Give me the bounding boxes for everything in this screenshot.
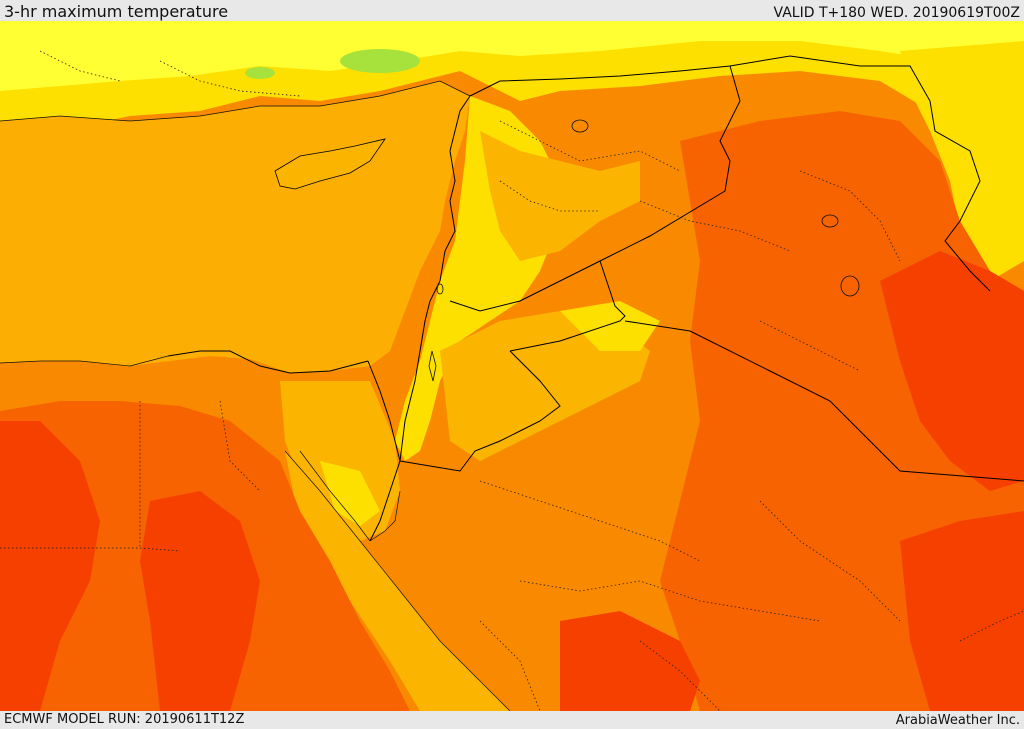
green-patch bbox=[340, 49, 420, 73]
iraq-red-region bbox=[880, 251, 1024, 491]
lake-tharthar bbox=[821, 214, 839, 228]
country-borders bbox=[167, 55, 1024, 542]
north-lightyellow-region bbox=[0, 21, 1024, 91]
model-run-label: ECMWF MODEL RUN: 20190611T12Z bbox=[4, 712, 245, 727]
gulf-red-region bbox=[900, 511, 1024, 711]
header-bar: 3-hr maximum temperature VALID T+180 WED… bbox=[0, 0, 1024, 21]
map-canvas bbox=[0, 21, 1024, 711]
coastlines bbox=[0, 80, 511, 711]
sea-of-galilee bbox=[436, 283, 444, 295]
egypt-red-region bbox=[0, 421, 100, 711]
lake-razazza bbox=[840, 275, 860, 297]
jordan-yellow-patch bbox=[560, 301, 660, 351]
northeast-yellow-region bbox=[900, 41, 1024, 281]
footer-bar: ECMWF MODEL RUN: 20190611T12Z ArabiaWeat… bbox=[0, 711, 1024, 729]
hejaz-red-region bbox=[560, 611, 700, 711]
map-title: 3-hr maximum temperature bbox=[4, 2, 229, 21]
egypt-red-interior bbox=[140, 491, 260, 711]
cyprus-island bbox=[274, 138, 386, 190]
lake-assad bbox=[571, 119, 589, 133]
province-borders bbox=[0, 50, 1024, 711]
green-patch-small bbox=[245, 67, 275, 79]
temperature-map bbox=[0, 21, 1024, 711]
dead-sea bbox=[428, 350, 437, 382]
syria-lightorange-region bbox=[480, 131, 640, 261]
credit-label: ArabiaWeather Inc. bbox=[895, 713, 1020, 728]
valid-time: VALID T+180 WED. 20190619T00Z bbox=[773, 5, 1020, 21]
